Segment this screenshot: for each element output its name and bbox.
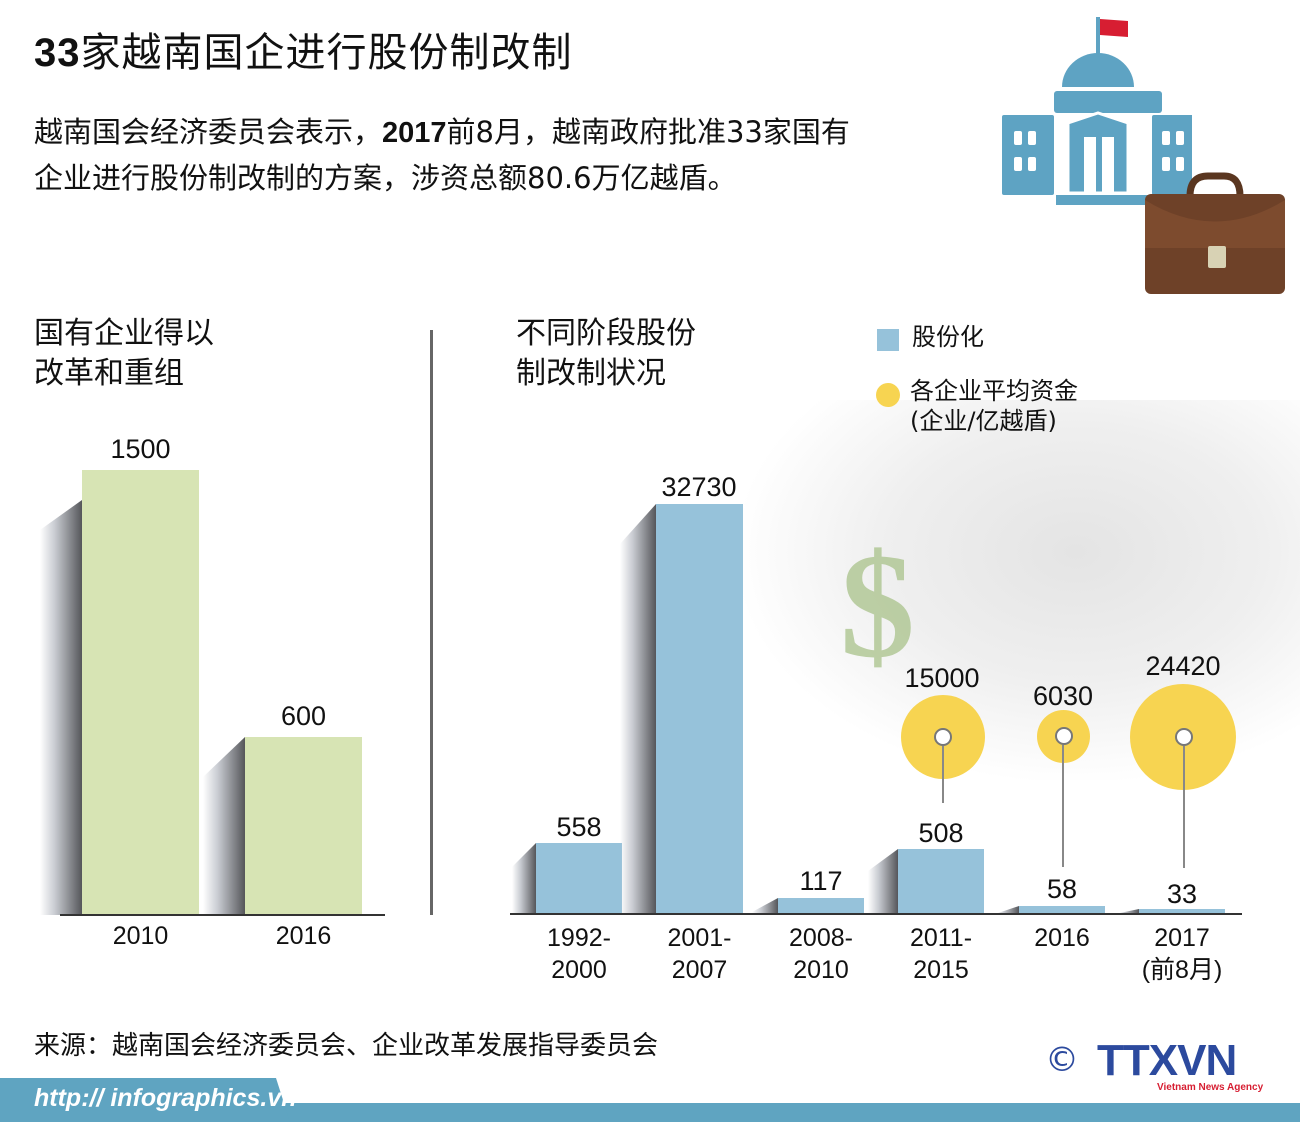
- value-label: 33: [1166, 879, 1198, 909]
- bubble-stem: [1183, 746, 1185, 868]
- bar-shadow: [620, 504, 656, 914]
- value-label: 600: [280, 701, 327, 731]
- value-label: 32730: [661, 472, 737, 502]
- bar-2011-2015[interactable]: [898, 849, 984, 914]
- page-title: 33家越南国企进行股份制改制: [34, 20, 573, 78]
- logo-subtitle: Vietnam News Agency: [1157, 1082, 1264, 1093]
- bubble-value-label: 24420: [1145, 651, 1221, 681]
- bubble-stem: [942, 746, 944, 803]
- logo-text: TTXVN: [1097, 1036, 1237, 1085]
- value-label: 117: [799, 866, 843, 896]
- legend-bar-label: 股份化: [912, 323, 984, 351]
- value-label: 508: [918, 818, 964, 848]
- x-axis: [510, 913, 1242, 915]
- category-line: 2017: [1154, 924, 1210, 952]
- right-chart-title: 不同阶段股份 制改制状况: [516, 314, 696, 394]
- bubble-pin: [1175, 728, 1193, 746]
- category-line: 2010: [793, 956, 849, 984]
- category-line: 1992-: [547, 924, 611, 952]
- government-building-icon: [1002, 17, 1192, 205]
- bubble-pin: [934, 728, 952, 746]
- briefcase-icon: [1145, 172, 1285, 294]
- left-chart-title: 国有企业得以 改革和重组: [34, 314, 214, 394]
- value-label: 1500: [110, 434, 171, 464]
- category-label: 2008- 2010: [778, 922, 864, 986]
- category-label: 2016: [1019, 922, 1105, 954]
- legend-bar-swatch: [877, 329, 899, 351]
- x-axis: [60, 914, 385, 916]
- website-link[interactable]: http:// infographics.vn: [34, 1084, 297, 1112]
- category-line: 2000: [551, 956, 607, 984]
- chart-divider: [430, 330, 433, 915]
- right-chart-title-line: 不同阶段股份: [516, 316, 696, 351]
- left-chart-title-line: 改革和重组: [34, 356, 184, 391]
- bar-2010[interactable]: [82, 470, 199, 915]
- bar-shadow: [868, 849, 898, 914]
- bar-2017[interactable]: [1139, 909, 1225, 914]
- intro-paragraph: 越南国会经济委员会表示，2017前8月，越南政府批准33家国有 企业进行股份制改…: [34, 110, 994, 201]
- value-label: 58: [1046, 874, 1078, 904]
- title-number: 33: [34, 31, 81, 75]
- legend-bubble-line: (企业/亿越盾): [910, 407, 1057, 435]
- bubble-pin: [1055, 727, 1073, 745]
- category-label: 2011- 2015: [898, 922, 984, 986]
- footer-tab: [0, 1078, 290, 1122]
- intro-text: 越南国会经济委员会表示，: [34, 115, 383, 149]
- intro-line-2: 企业进行股份制改制的方案，涉资总额80.6万亿越盾。: [34, 161, 737, 195]
- bar-shadow: [995, 906, 1019, 914]
- intro-text: 前8月，越南政府批准33家国有: [446, 115, 850, 149]
- value-label: 558: [556, 812, 602, 842]
- bubble-value-label: 15000: [904, 663, 980, 693]
- legend-bubble-swatch: [876, 383, 900, 407]
- title-text: 家越南国企进行股份制改制: [80, 30, 573, 76]
- intro-year: 2017: [382, 117, 447, 149]
- category-line: (前8月): [1141, 956, 1223, 984]
- bar-2008-2010[interactable]: [778, 898, 864, 914]
- category-line: 2015: [913, 956, 969, 984]
- legend-bubble-label: 各企业平均资金 (企业/亿越盾): [910, 376, 1078, 436]
- bubble-value-label: 6030: [1032, 681, 1094, 711]
- copyright-icon: ©: [1045, 1040, 1079, 1080]
- intro-line-1: 越南国会经济委员会表示，2017前8月，越南政府批准33家国有: [34, 110, 994, 156]
- bar-1992-2000[interactable]: [536, 843, 622, 914]
- dollar-sign-icon: $: [840, 523, 915, 689]
- category-label: 2017 (前8月): [1126, 922, 1238, 986]
- legend-bubble-line: 各企业平均资金: [910, 377, 1078, 405]
- category-line: 2008-: [789, 924, 853, 952]
- category-line: 2011-: [909, 924, 973, 952]
- left-chart-title-line: 国有企业得以: [34, 316, 214, 351]
- bar-2016[interactable]: [1019, 906, 1105, 914]
- bar-2016[interactable]: [245, 737, 362, 915]
- bar-shadow: [40, 500, 82, 915]
- category-line: 2007: [671, 956, 728, 984]
- bar-2001-2007[interactable]: [656, 504, 743, 914]
- footer-band: [0, 1103, 1300, 1122]
- right-chart-title-line: 制改制状况: [516, 356, 666, 391]
- bar-shadow: [203, 737, 245, 915]
- category-line: 2001-: [667, 924, 732, 952]
- category-label: 2010: [112, 922, 169, 950]
- category-line: 2016: [1034, 924, 1090, 952]
- ttxvn-logo: © TTXVN Vietnam News Agency: [1045, 1036, 1275, 1100]
- bubble-stem: [1062, 745, 1064, 867]
- bar-shadow: [1115, 909, 1139, 914]
- category-label: 2016: [275, 922, 332, 950]
- category-label: 1992- 2000: [536, 922, 622, 986]
- bar-shadow: [512, 843, 536, 914]
- category-label: 2001- 2007: [656, 922, 743, 986]
- bar-shadow: [752, 898, 778, 914]
- source-note: 来源：越南国会经济委员会、企业改革发展指导委员会: [34, 1031, 659, 1061]
